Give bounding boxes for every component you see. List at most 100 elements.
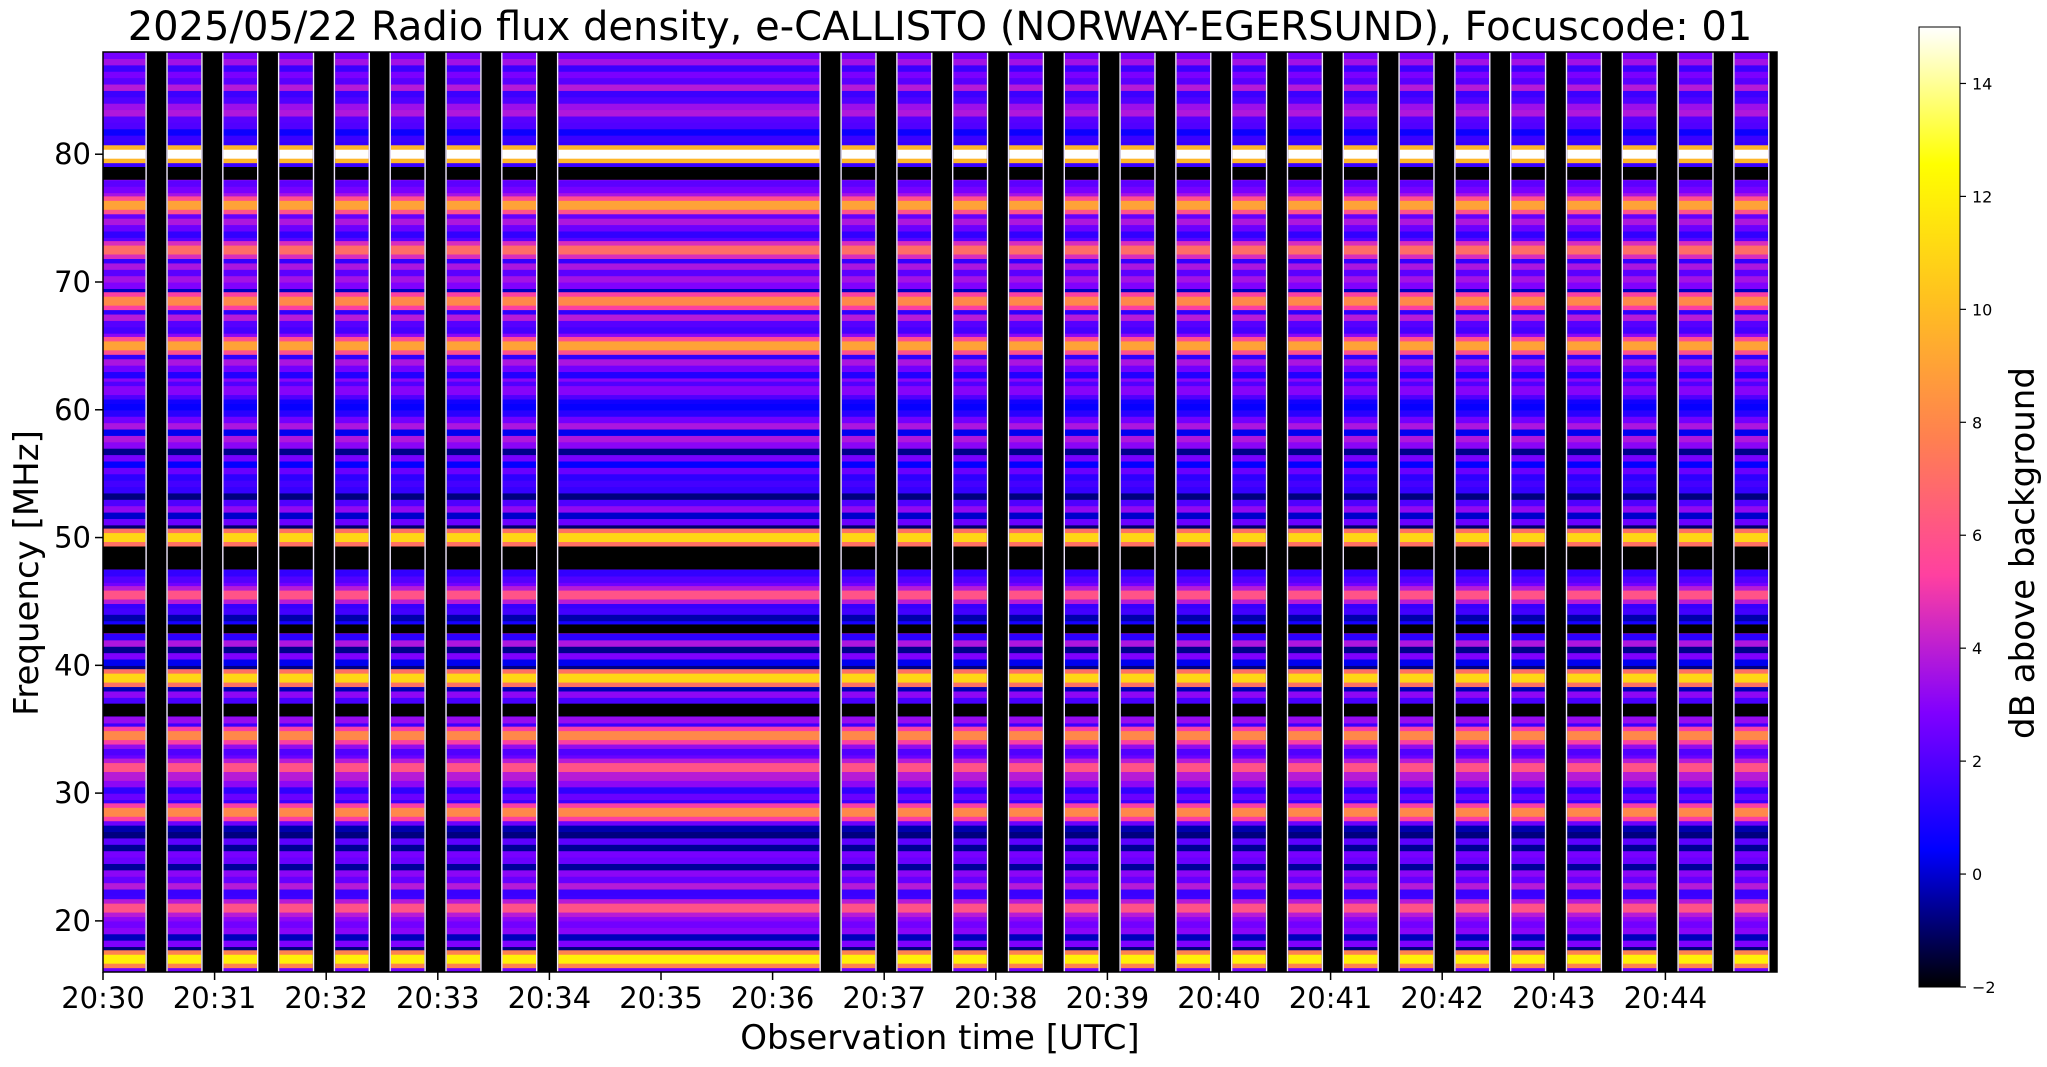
colorbar-tick-label: 0 (1972, 865, 1982, 884)
y-tick-label: 40 (54, 648, 91, 682)
spectrogram-gap-column (819, 52, 842, 972)
spectrogram-gap-edge (166, 52, 168, 972)
spectrogram-gap-edge (1342, 52, 1344, 972)
spectrogram-gap-edge (1265, 52, 1268, 972)
spectrogram-gap-edge (1398, 52, 1400, 972)
spectrogram-gap-column (1600, 52, 1623, 972)
spectrogram-gap-edge (1119, 52, 1121, 972)
spectrogram-gap-edge (1098, 52, 1100, 972)
spectrogram-gap-edge (875, 52, 877, 972)
x-tick-label: 20:39 (1066, 981, 1150, 1015)
colorbar-tick-label: −2 (1972, 978, 1996, 997)
y-tick-label: 80 (54, 137, 91, 171)
spectrogram-gap-column (1098, 52, 1121, 972)
spectrogram-gap-edge (445, 52, 447, 972)
spectrogram-gap-column (1210, 52, 1233, 972)
spectrogram-gap-edge (1230, 52, 1233, 972)
spectrogram-gap-column (1321, 52, 1344, 972)
spectrogram-gap-edge (145, 52, 147, 972)
y-tick-label: 30 (54, 776, 91, 810)
spectrogram-gap-column (312, 52, 336, 972)
x-tick-label: 20:34 (508, 981, 592, 1015)
spectrogram-gap-edge (368, 52, 371, 972)
spectrogram-gap-column (1042, 52, 1065, 972)
x-tick-label: 20:44 (1624, 981, 1708, 1015)
spectrogram-gap-edge (840, 52, 842, 972)
spectrogram-gap-edge (1433, 52, 1435, 972)
chart-title: 2025/05/22 Radio flux density, e-CALLIST… (127, 4, 1753, 50)
spectrogram-gap-edge (312, 52, 315, 972)
x-tick-label: 20:32 (284, 981, 368, 1015)
spectrogram-gap-column (1489, 52, 1512, 972)
spectrogram-gap-column (986, 52, 1010, 972)
spectrogram-gap-edge (1321, 52, 1324, 972)
colorbar (1918, 26, 1961, 988)
spectrogram-gap-edge (1789, 52, 1790, 972)
y-tick-label: 20 (54, 904, 91, 938)
spectrogram-gap-column (201, 52, 224, 972)
spectrogram-gap-column (1544, 52, 1568, 972)
spectrogram-gap-column (480, 52, 503, 972)
spectrogram-gap-column (1433, 52, 1456, 972)
spectrogram-gap-edge (1565, 52, 1568, 972)
x-axis-label: Observation time [UTC] (740, 1018, 1140, 1058)
colorbar-tick-label: 14 (1972, 74, 1992, 93)
spectrogram-gap-edge (1509, 52, 1512, 972)
spectrogram-gap-edge (1712, 52, 1714, 972)
y-tick-label: 60 (54, 393, 91, 427)
spectrogram-gap-column (424, 52, 447, 972)
spectrogram-gap-edge (1175, 52, 1177, 972)
spectrogram-gap-column (1768, 52, 1777, 972)
spectrogram-gap-column (145, 52, 168, 972)
spectrogram-gap-edge (1063, 52, 1065, 972)
colorbar-tick-label: 10 (1972, 300, 1992, 319)
spectrogram-gap-edge (931, 52, 933, 972)
colorbar-tick-label: 12 (1972, 187, 1992, 206)
spectrogram-gap-edge (1154, 52, 1156, 972)
colorbar-tick-label: 6 (1972, 526, 1982, 545)
spectrogram-gap-column (368, 52, 391, 972)
x-tick-label: 20:37 (842, 981, 926, 1015)
spectrogram-gap-column (1265, 52, 1289, 972)
spectrogram-gap-edge (819, 52, 821, 972)
spectrogram-gap-edge (556, 52, 559, 972)
x-tick-label: 20:31 (173, 981, 257, 1015)
spectrogram-gap-column (1656, 52, 1679, 972)
spectrogram-gap-edge (1600, 52, 1603, 972)
spectrogram-gap-column (931, 52, 954, 972)
spectrogram-gap-column (1712, 52, 1735, 972)
spectrogram-gap-edge (1210, 52, 1212, 972)
spectrogram-gap-edge (536, 52, 538, 972)
x-tick-label: 20:40 (1177, 981, 1261, 1015)
colorbar-tick-label: 4 (1972, 639, 1982, 658)
spectrogram-gap-edge (1768, 52, 1770, 972)
spectrogram-gap-edge (257, 52, 259, 972)
x-axis-ticks: 20:30 20:31 20:32 20:33 20:34 20:35 20:36 20:37… (61, 972, 1707, 1015)
y-tick-label: 50 (54, 521, 91, 555)
colorbar-tick-label: 8 (1972, 413, 1982, 432)
spectrogram-gap-edge (1733, 52, 1735, 972)
spectrogram-gap-edge (896, 52, 898, 972)
x-tick-label: 20:35 (619, 981, 703, 1015)
spectrogram-gap-edge (201, 52, 203, 972)
spectrogram-gap-edge (1007, 52, 1010, 972)
spectrogram-gap-column (536, 52, 559, 972)
colorbar-ticks: −2 0 2 4 6 8 10 12 14 (1960, 74, 1996, 997)
spectrogram-gap-edge (389, 52, 391, 972)
spectrogram-gap-edge (986, 52, 989, 972)
spectrogram-gap-column (1377, 52, 1400, 972)
spectrogram-gap-edge (1489, 52, 1491, 972)
spectrogram-gap-edge (501, 52, 503, 972)
x-tick-label: 20:33 (396, 981, 480, 1015)
spectrogram-gap-edge (1544, 52, 1547, 972)
spectrogram-gap-edge (1454, 52, 1456, 972)
x-tick-label: 20:42 (1400, 981, 1484, 1015)
spectrogram-gap-edge (1677, 52, 1679, 972)
spectrogram-gap-edge (1042, 52, 1045, 972)
spectrogram-gap-edge (1377, 52, 1379, 972)
spectrogram-gap-edge (277, 52, 280, 972)
spectrogram-gap-edge (1286, 52, 1289, 972)
spectrogram-gap-column (1154, 52, 1177, 972)
